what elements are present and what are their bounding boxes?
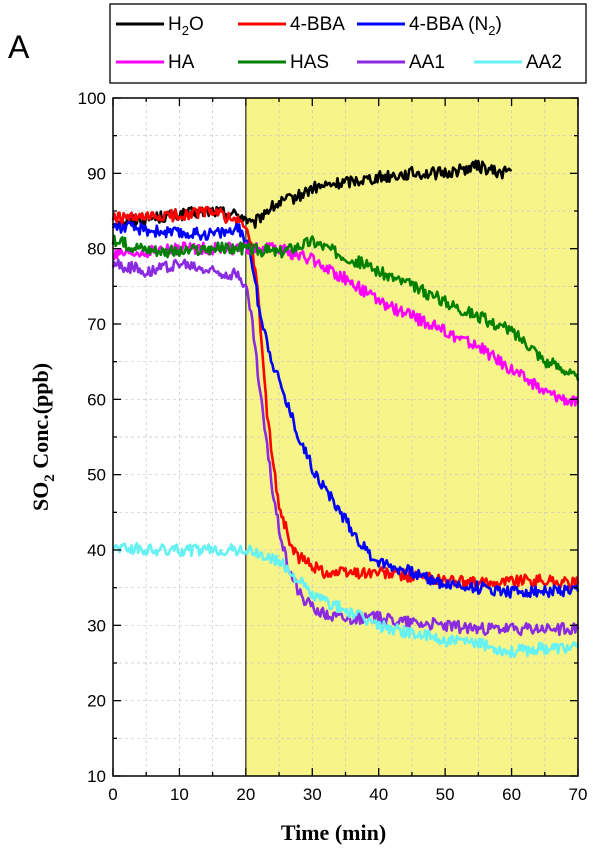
legend-label-part: H bbox=[168, 14, 182, 35]
y-axis-title-part: SO bbox=[28, 482, 53, 511]
series-line-4-bba bbox=[111, 205, 580, 590]
y-tick-label: 50 bbox=[87, 466, 106, 485]
y-axis-title-subscript: 2 bbox=[42, 474, 58, 482]
y-tick-label: 100 bbox=[78, 89, 106, 108]
legend-label-4-bba-n2-: 4-BBA (N2) bbox=[409, 14, 502, 38]
x-tick-label: 60 bbox=[502, 785, 521, 804]
y-tick-label: 30 bbox=[87, 616, 106, 635]
x-tick-label: 70 bbox=[569, 785, 588, 804]
legend-box bbox=[109, 3, 587, 84]
panel-label: A bbox=[8, 29, 30, 65]
y-axis-title: SO2 Conc.(ppb) bbox=[28, 363, 58, 511]
legend-label-ha: HA bbox=[168, 52, 195, 73]
y-tick-label: 60 bbox=[87, 390, 106, 409]
ticks bbox=[112, 97, 579, 777]
series-line-aa2 bbox=[111, 541, 580, 659]
x-tick-label: 30 bbox=[303, 785, 322, 804]
y-tick-label: 70 bbox=[87, 315, 106, 334]
y-tick-label: 90 bbox=[87, 164, 106, 183]
legend-label-aa1: AA1 bbox=[409, 52, 445, 73]
legend-label-4-bba: 4-BBA bbox=[290, 14, 345, 35]
legend-label-has: HAS bbox=[290, 52, 329, 73]
legend-label-subscript: 2 bbox=[182, 23, 189, 38]
x-axis-title: Time (min) bbox=[281, 820, 386, 845]
legend-label-part: 4-BBA (N bbox=[409, 14, 488, 35]
y-tick-label: 80 bbox=[87, 240, 106, 259]
y-tick-label: 20 bbox=[87, 692, 106, 711]
x-tick-label: 0 bbox=[108, 785, 117, 804]
series-line-aa1 bbox=[111, 258, 580, 637]
y-tick-label: 40 bbox=[87, 541, 106, 560]
legend: H2O 4-BBA 4-BBA (N2)HA HAS AA1 AA2 bbox=[109, 3, 587, 84]
legend-label-aa2: AA2 bbox=[526, 52, 562, 73]
x-tick-label: 20 bbox=[236, 785, 255, 804]
series-line-has bbox=[111, 234, 580, 381]
legend-label-subscript: 2 bbox=[488, 23, 495, 38]
y-tick-label: 10 bbox=[87, 767, 106, 786]
series-line-4-bba-n2- bbox=[111, 220, 580, 599]
legend-label-h2o: H2O bbox=[168, 14, 204, 38]
legend-label-part: O bbox=[189, 14, 204, 35]
x-tick-label: 10 bbox=[170, 785, 189, 804]
x-tick-label: 40 bbox=[369, 785, 388, 804]
series-line-ha bbox=[112, 241, 580, 407]
legend-label-part: ) bbox=[495, 14, 501, 35]
x-tick-label: 50 bbox=[436, 785, 455, 804]
y-axis-title-part: Conc.(ppb) bbox=[28, 363, 53, 474]
